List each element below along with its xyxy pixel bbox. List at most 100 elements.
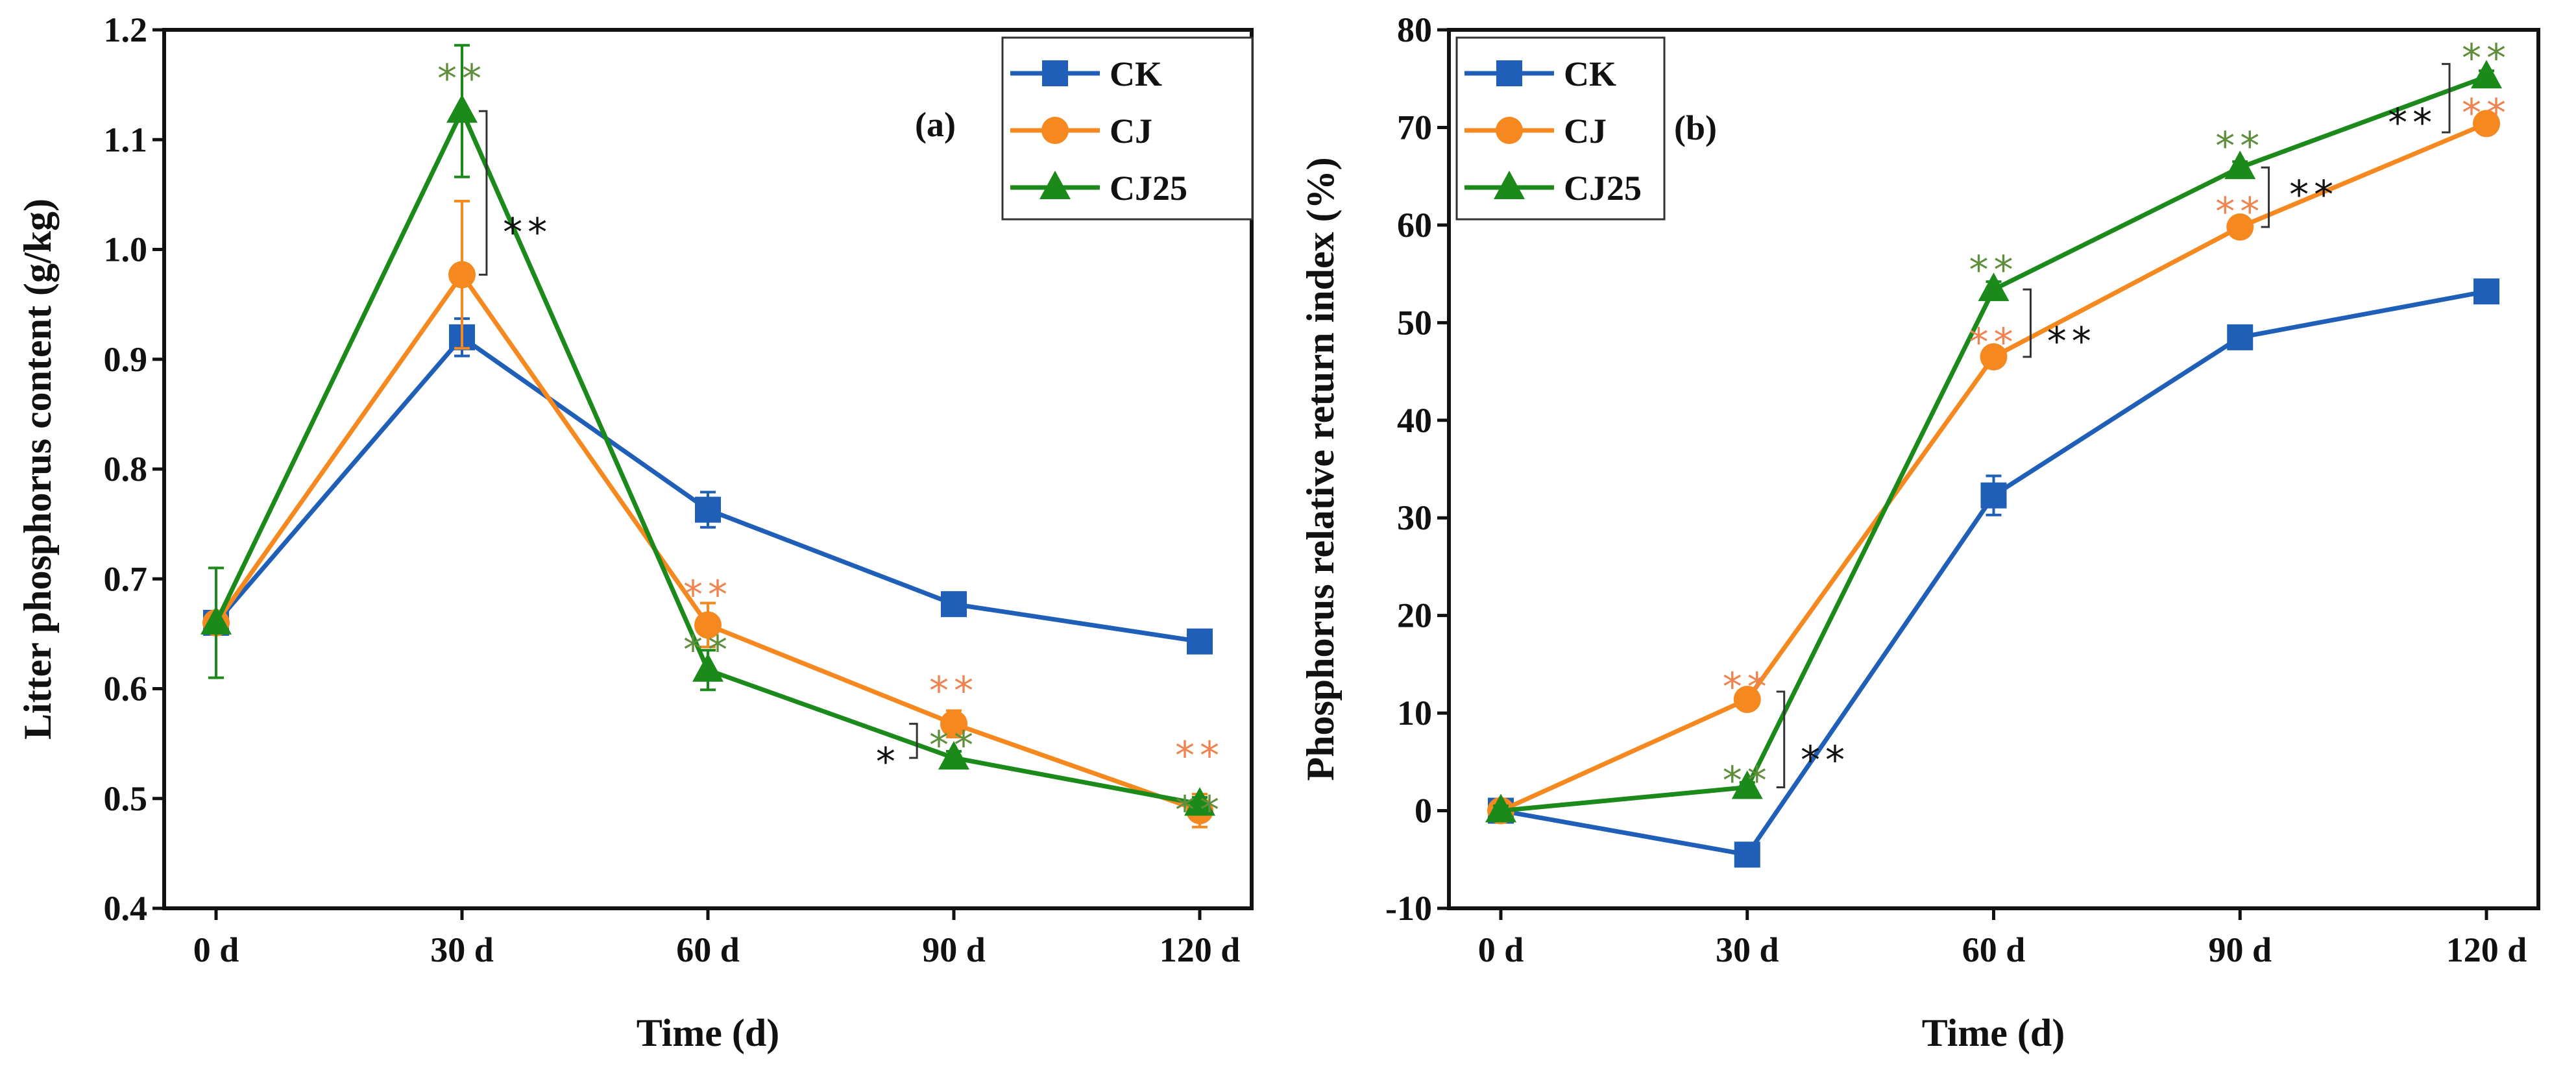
triangle-marker	[1731, 770, 1763, 799]
square-marker	[941, 591, 967, 618]
legend-item-cj: CJ	[1010, 112, 1152, 151]
panel-a-litter-phosphorus-chart: Litter phosphorus content (g/kg) Time (d…	[16, 10, 1254, 1054]
significance-marker: **	[2215, 124, 2265, 169]
panel-label: (b)	[1674, 108, 1717, 147]
significance-marker: **	[929, 668, 978, 714]
y-tick-label: 50	[1397, 303, 1432, 342]
x-tick-label: 30 d	[430, 930, 494, 969]
legend-label: CJ25	[1564, 169, 1642, 208]
x-tick-label: 0 d	[193, 930, 239, 969]
series-line	[214, 271, 1201, 813]
legend-item-cj25: CJ25	[1464, 169, 1642, 208]
x-tick-label: 90 d	[922, 930, 986, 969]
triangle-marker	[1485, 793, 1516, 823]
x-tick-label: 120 d	[2446, 930, 2527, 969]
square-marker	[1187, 628, 1213, 655]
legend-item-cj: CJ	[1464, 112, 1607, 151]
series-cj25	[200, 43, 1215, 816]
y-tick-label: 30	[1397, 498, 1432, 537]
significance-marker: **	[1723, 664, 1772, 710]
triangle-marker	[200, 605, 232, 635]
circle-marker	[1980, 343, 2008, 370]
significance-bracket	[478, 110, 488, 276]
y-tick-label: 60	[1397, 206, 1432, 245]
significance-marker: **	[2047, 319, 2096, 364]
circle-marker	[2473, 110, 2500, 138]
square-marker	[1496, 60, 1522, 86]
y-tick-label: 1.2	[104, 10, 148, 49]
square-marker	[695, 496, 721, 523]
significance-marker: **	[683, 627, 733, 673]
y-tick-label: 0.6	[104, 670, 148, 708]
circle-marker	[940, 710, 967, 738]
legend-label: CJ25	[1110, 169, 1187, 208]
legend-item-ck: CK	[1010, 54, 1162, 93]
y-tick-label: 20	[1397, 596, 1432, 635]
significance-marker: **	[2388, 100, 2437, 145]
significance-marker: *	[876, 739, 901, 784]
x-axis-title: Time (d)	[637, 1011, 780, 1054]
legend-item-ck: CK	[1464, 54, 1616, 93]
x-tick-label: 60 d	[1962, 930, 2026, 969]
significance-marker: **	[503, 210, 552, 256]
series-line	[1500, 289, 2487, 858]
series-cj25	[1485, 60, 2502, 823]
y-tick-label: 0.5	[104, 779, 148, 818]
y-tick-label: -10	[1385, 889, 1432, 928]
significance-bracket	[2261, 166, 2270, 228]
legend: CK CJ CJ25	[1001, 36, 1254, 221]
circle-marker	[448, 261, 476, 289]
x-tick-label: 60 d	[676, 930, 740, 969]
square-marker	[1734, 841, 1760, 868]
triangle-marker	[1494, 171, 1525, 199]
significance-bracket	[2442, 63, 2451, 134]
circle-marker	[694, 611, 722, 639]
y-axis-title: Phosphorus relative return index (%)	[1299, 157, 1342, 781]
series-line	[1500, 121, 2488, 813]
significance-marker: **	[2462, 36, 2511, 81]
square-marker	[2227, 324, 2254, 350]
y-tick-label: 1.1	[104, 120, 148, 159]
y-tick-label: 0.4	[104, 889, 148, 928]
significance-marker: **	[1723, 758, 1772, 803]
panel-b-return-index-chart: Phosphorus relative return index (%) Tim…	[1299, 10, 2540, 1054]
y-tick-label: 0.7	[104, 559, 148, 598]
significance-marker: **	[929, 723, 978, 768]
triangle-marker	[1978, 272, 2010, 302]
significance-marker: **	[1801, 738, 1850, 783]
legend-label: CJ	[1564, 112, 1607, 151]
x-tick-label: 0 d	[1478, 930, 1524, 969]
triangle-marker	[446, 94, 478, 123]
significance-marker: **	[2215, 189, 2265, 234]
legend-label: CK	[1110, 54, 1162, 93]
triangle-marker	[938, 741, 969, 770]
significance-marker: **	[437, 56, 487, 102]
square-marker	[1980, 482, 2007, 509]
x-tick-label: 90 d	[2208, 930, 2272, 969]
legend-item-cj25: CJ25	[1010, 169, 1187, 208]
significance-bracket	[2023, 288, 2032, 358]
triangle-marker	[692, 653, 723, 682]
circle-marker	[1496, 117, 1523, 144]
significance-marker: **	[2289, 173, 2339, 218]
significance-marker: **	[2462, 90, 2511, 136]
triangle-marker	[1184, 787, 1215, 816]
significance-marker: **	[683, 572, 733, 618]
y-tick-label: 80	[1397, 10, 1432, 49]
circle-marker	[1733, 686, 1761, 714]
circle-marker	[2226, 213, 2254, 241]
significance-bracket	[909, 723, 918, 759]
triangle-marker	[2224, 151, 2256, 180]
y-tick-label: 0.8	[104, 450, 148, 489]
y-tick-label: 0.9	[104, 340, 148, 379]
legend-label: CJ	[1110, 112, 1152, 151]
significance-bracket	[1776, 690, 1786, 788]
legend: CK CJ CJ25	[1455, 36, 1666, 221]
y-tick-label: 0	[1415, 792, 1432, 830]
significance-marker: **	[1969, 320, 2019, 365]
y-tick-label: 70	[1397, 108, 1432, 147]
triangle-marker	[1039, 171, 1071, 199]
x-axis-title: Time (d)	[1922, 1011, 2065, 1054]
y-tick-label: 1.0	[104, 230, 148, 269]
